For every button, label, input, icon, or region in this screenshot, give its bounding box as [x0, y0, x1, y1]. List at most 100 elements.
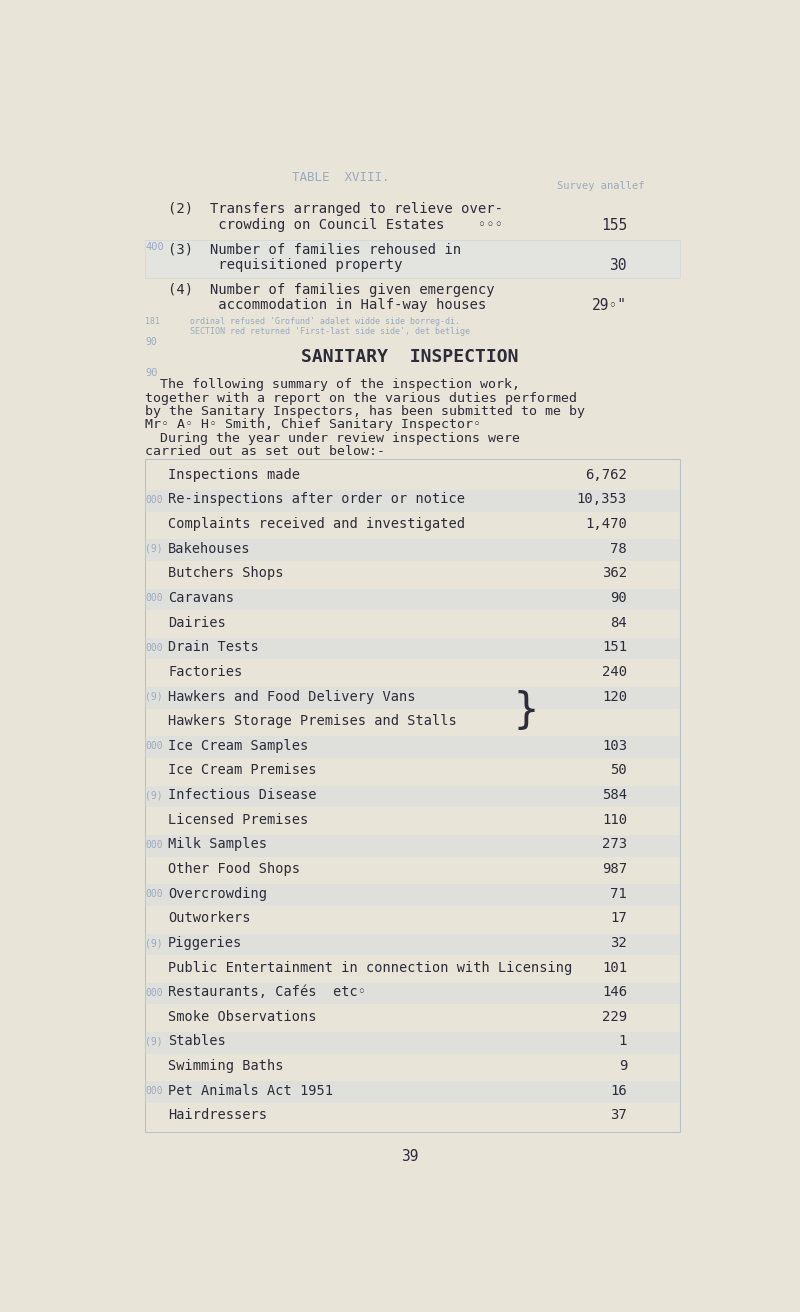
- Text: Dairies: Dairies: [168, 615, 226, 630]
- Text: Infectious Disease: Infectious Disease: [168, 789, 317, 802]
- Text: 000: 000: [145, 593, 162, 604]
- Text: 6,762: 6,762: [585, 468, 627, 482]
- Text: Factories: Factories: [168, 665, 242, 678]
- Text: Licensed Premises: Licensed Premises: [168, 812, 309, 827]
- Text: 000: 000: [145, 988, 162, 997]
- Text: Restaurants, Cafés  etc◦: Restaurants, Cafés etc◦: [168, 985, 366, 1000]
- FancyBboxPatch shape: [145, 736, 680, 758]
- Text: 37: 37: [610, 1109, 627, 1122]
- Text: 90: 90: [145, 367, 158, 378]
- Text: Stables: Stables: [168, 1034, 226, 1048]
- Text: Piggeries: Piggeries: [168, 935, 242, 950]
- FancyBboxPatch shape: [145, 240, 680, 278]
- Text: }: }: [513, 690, 538, 732]
- Text: 146: 146: [602, 985, 627, 1000]
- Text: SECTION red returned 'First-last side side', det betlige: SECTION red returned 'First-last side si…: [145, 327, 470, 336]
- Text: 000: 000: [145, 495, 162, 505]
- FancyBboxPatch shape: [145, 834, 680, 857]
- Text: 16: 16: [610, 1084, 627, 1098]
- Text: Milk Samples: Milk Samples: [168, 837, 267, 851]
- Text: Re-inspections after order or notice: Re-inspections after order or notice: [168, 492, 466, 506]
- Text: (4)  Number of families given emergency: (4) Number of families given emergency: [168, 283, 495, 297]
- Text: Bakehouses: Bakehouses: [168, 542, 250, 556]
- Text: (3)  Number of families rehoused in: (3) Number of families rehoused in: [168, 243, 462, 256]
- FancyBboxPatch shape: [145, 934, 680, 955]
- Text: 84: 84: [610, 615, 627, 630]
- FancyBboxPatch shape: [145, 687, 680, 708]
- Text: Smoke Observations: Smoke Observations: [168, 1010, 317, 1023]
- Text: 000: 000: [145, 1086, 162, 1096]
- Text: (9): (9): [145, 1036, 162, 1047]
- Text: Hawkers and Food Delivery Vans: Hawkers and Food Delivery Vans: [168, 690, 416, 703]
- Text: 101: 101: [602, 960, 627, 975]
- Text: (9): (9): [145, 691, 162, 702]
- FancyBboxPatch shape: [145, 539, 680, 562]
- Text: 10,353: 10,353: [577, 492, 627, 506]
- Text: Ice Cream Premises: Ice Cream Premises: [168, 764, 317, 778]
- Text: Ice Cream Samples: Ice Cream Samples: [168, 739, 309, 753]
- Text: Hawkers Storage Premises and Stalls: Hawkers Storage Premises and Stalls: [168, 714, 457, 728]
- Text: accommodation in Half-way houses: accommodation in Half-way houses: [168, 298, 486, 312]
- Text: 30: 30: [610, 257, 627, 273]
- Text: 000: 000: [145, 840, 162, 850]
- Text: 181      ordinal refused 'Grofund' adalet widde side borreg-di.: 181 ordinal refused 'Grofund' adalet wid…: [145, 316, 460, 325]
- Text: Complaints received and investigated: Complaints received and investigated: [168, 517, 466, 531]
- Text: by the Sanitary Inspectors, has been submitted to me by: by the Sanitary Inspectors, has been sub…: [145, 404, 585, 417]
- Text: Inspections made: Inspections made: [168, 468, 300, 482]
- Text: 151: 151: [602, 640, 627, 655]
- FancyBboxPatch shape: [145, 589, 680, 610]
- Text: 103: 103: [602, 739, 627, 753]
- Text: Drain Tests: Drain Tests: [168, 640, 259, 655]
- Text: Swimming Baths: Swimming Baths: [168, 1059, 284, 1073]
- FancyBboxPatch shape: [145, 638, 680, 660]
- Text: 362: 362: [602, 567, 627, 580]
- Text: During the year under review inspections were: During the year under review inspections…: [161, 433, 521, 445]
- Text: Caravans: Caravans: [168, 590, 234, 605]
- Text: 155: 155: [601, 218, 627, 232]
- Text: 50: 50: [610, 764, 627, 778]
- Text: Pet Animals Act 1951: Pet Animals Act 1951: [168, 1084, 333, 1098]
- Text: together with a report on the various duties performed: together with a report on the various du…: [145, 391, 577, 404]
- Text: 1: 1: [618, 1034, 627, 1048]
- Text: requisitioned property: requisitioned property: [168, 257, 402, 272]
- Text: 32: 32: [610, 935, 627, 950]
- FancyBboxPatch shape: [145, 983, 680, 1005]
- Text: 000: 000: [145, 643, 162, 652]
- Text: Hairdressers: Hairdressers: [168, 1109, 267, 1122]
- Text: Public Entertainment in connection with Licensing: Public Entertainment in connection with …: [168, 960, 573, 975]
- Text: 000: 000: [145, 741, 162, 750]
- Text: 987: 987: [602, 862, 627, 876]
- Text: The following summary of the inspection work,: The following summary of the inspection …: [161, 378, 521, 391]
- Text: 9: 9: [618, 1059, 627, 1073]
- Text: carried out as set out below:-: carried out as set out below:-: [145, 445, 385, 458]
- FancyBboxPatch shape: [145, 491, 680, 512]
- FancyBboxPatch shape: [145, 1081, 680, 1103]
- Text: 400: 400: [145, 243, 164, 252]
- Text: Butchers Shops: Butchers Shops: [168, 567, 284, 580]
- Text: 39: 39: [402, 1149, 418, 1164]
- Text: 90: 90: [145, 337, 157, 346]
- Text: (9): (9): [145, 544, 162, 554]
- Text: 273: 273: [602, 837, 627, 851]
- Text: Outworkers: Outworkers: [168, 912, 250, 925]
- Text: SANITARY  INSPECTION: SANITARY INSPECTION: [302, 349, 518, 366]
- Text: (2)  Transfers arranged to relieve over-: (2) Transfers arranged to relieve over-: [168, 202, 503, 216]
- Text: 240: 240: [602, 665, 627, 678]
- Text: 90: 90: [610, 590, 627, 605]
- Text: (9): (9): [145, 790, 162, 800]
- Text: 120: 120: [602, 690, 627, 703]
- FancyBboxPatch shape: [145, 786, 680, 807]
- Text: Survey anallef: Survey anallef: [558, 181, 645, 190]
- Text: 229: 229: [602, 1010, 627, 1023]
- Text: 584: 584: [602, 789, 627, 802]
- Text: Overcrowding: Overcrowding: [168, 887, 267, 900]
- Text: 000: 000: [145, 890, 162, 899]
- FancyBboxPatch shape: [145, 884, 680, 905]
- Text: (9): (9): [145, 938, 162, 949]
- Text: Mr◦ A◦ H◦ Smith, Chief Sanitary Inspector◦: Mr◦ A◦ H◦ Smith, Chief Sanitary Inspecto…: [145, 417, 481, 430]
- Text: 78: 78: [610, 542, 627, 556]
- Text: 110: 110: [602, 812, 627, 827]
- Text: 1,470: 1,470: [585, 517, 627, 531]
- Text: 17: 17: [610, 912, 627, 925]
- Text: 29◦": 29◦": [592, 298, 627, 314]
